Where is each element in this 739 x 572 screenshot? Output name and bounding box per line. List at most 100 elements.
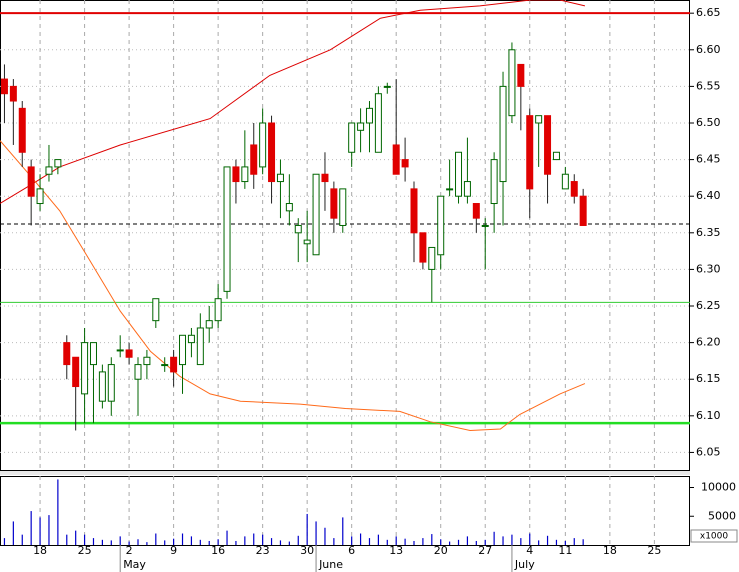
y-tick-label: 6.05 (696, 445, 721, 458)
candle-body (170, 356, 178, 373)
y-tick-label: 6.30 (696, 262, 721, 275)
x-tick-label: 20 (434, 544, 448, 557)
candle-body (205, 320, 213, 329)
volume-panel (0, 476, 690, 546)
candle-body (508, 49, 516, 117)
candle-body (570, 181, 578, 197)
candle-body (321, 173, 329, 183)
candle-body (392, 144, 400, 175)
candle-body (45, 166, 53, 175)
candle-body (63, 342, 71, 366)
candle-body (526, 115, 534, 190)
candle-body (348, 122, 356, 153)
candle-body (330, 188, 338, 219)
candle-body (214, 298, 222, 322)
candle-body (490, 159, 498, 205)
candle-body (481, 224, 489, 227)
y-tick-label: 6.35 (696, 226, 721, 239)
candle-body (544, 115, 552, 175)
x-tick-label: 18 (33, 544, 47, 557)
candle-body (72, 356, 80, 388)
candle-body (196, 327, 204, 366)
price-panel (0, 0, 690, 471)
y-tick-label: 6.45 (696, 153, 721, 166)
candle-body (187, 334, 195, 344)
x-tick-label: 25 (647, 544, 661, 557)
candle-body (552, 151, 560, 161)
candle-body (18, 107, 26, 153)
y-tick-label: 6.40 (696, 189, 721, 202)
candle-body (579, 195, 587, 226)
candle-body (276, 173, 284, 183)
average-line (0, 140, 586, 432)
y-tick-label: 6.10 (696, 409, 721, 422)
x-tick-label: 9 (170, 544, 177, 557)
candle-body (27, 166, 35, 197)
y-tick-label: 6.25 (696, 299, 721, 312)
candle-body (232, 166, 240, 183)
x-tick-label: 6 (348, 544, 355, 557)
x-tick-label: 23 (256, 544, 270, 557)
candle-body (116, 349, 124, 352)
candle-body (241, 166, 249, 183)
y-tick-label: 6.15 (696, 372, 721, 385)
candle-body (250, 144, 258, 175)
month-label: June (318, 558, 343, 571)
x-tick-label: 25 (78, 544, 92, 557)
candle-body (89, 342, 97, 366)
candle-body (9, 85, 17, 102)
candle-body (535, 115, 543, 124)
x-tick-label: 11 (558, 544, 572, 557)
candle-body (107, 364, 115, 402)
candle-body (285, 203, 293, 212)
candle-body (312, 173, 320, 256)
candle-body (472, 203, 480, 219)
candle-body (98, 371, 106, 402)
candle-body (0, 78, 8, 95)
candle-body (223, 166, 231, 292)
candle-body (365, 107, 373, 124)
candle-body (357, 122, 365, 131)
candle-body (463, 181, 471, 197)
candle-body (455, 151, 463, 197)
candle-body (134, 364, 142, 380)
candle-body (152, 298, 160, 322)
x-tick-label: 2 (126, 544, 133, 557)
panel-separator (0, 471, 690, 475)
unit-box (690, 529, 738, 543)
month-label: May (123, 558, 146, 571)
x-tick-label: 18 (603, 544, 617, 557)
candle-body (499, 85, 507, 183)
volume-tick-label: 10000 (701, 481, 736, 494)
candle-body (517, 63, 525, 87)
candle-body (428, 246, 436, 270)
candle-body (143, 356, 151, 366)
x-tick-label: 27 (478, 544, 492, 557)
candle-body (561, 173, 569, 190)
candle-body (36, 188, 44, 205)
y-tick-label: 6.50 (696, 116, 721, 129)
candle-body (294, 224, 302, 234)
y-tick-label: 6.20 (696, 336, 721, 349)
candle-body (446, 188, 454, 191)
candle-body (339, 188, 347, 226)
candle-body (268, 122, 276, 183)
candle-body (419, 232, 427, 263)
candle-body (161, 364, 169, 367)
candle-body (401, 159, 409, 168)
month-label: July (514, 558, 535, 571)
candle-body (374, 93, 382, 153)
x-tick-label: 30 (300, 544, 314, 557)
x-tick-label: 13 (389, 544, 403, 557)
y-tick-label: 6.60 (696, 43, 721, 56)
y-tick-label: 6.65 (696, 6, 721, 19)
candle-body (383, 85, 391, 88)
x-tick-label: 16 (211, 544, 225, 557)
x-tick-label: 4 (526, 544, 533, 557)
candle-body (303, 239, 311, 245)
candle-body (437, 195, 445, 256)
candle-body (54, 159, 62, 168)
candle-body (125, 349, 133, 358)
y-tick-label: 6.55 (696, 79, 721, 92)
